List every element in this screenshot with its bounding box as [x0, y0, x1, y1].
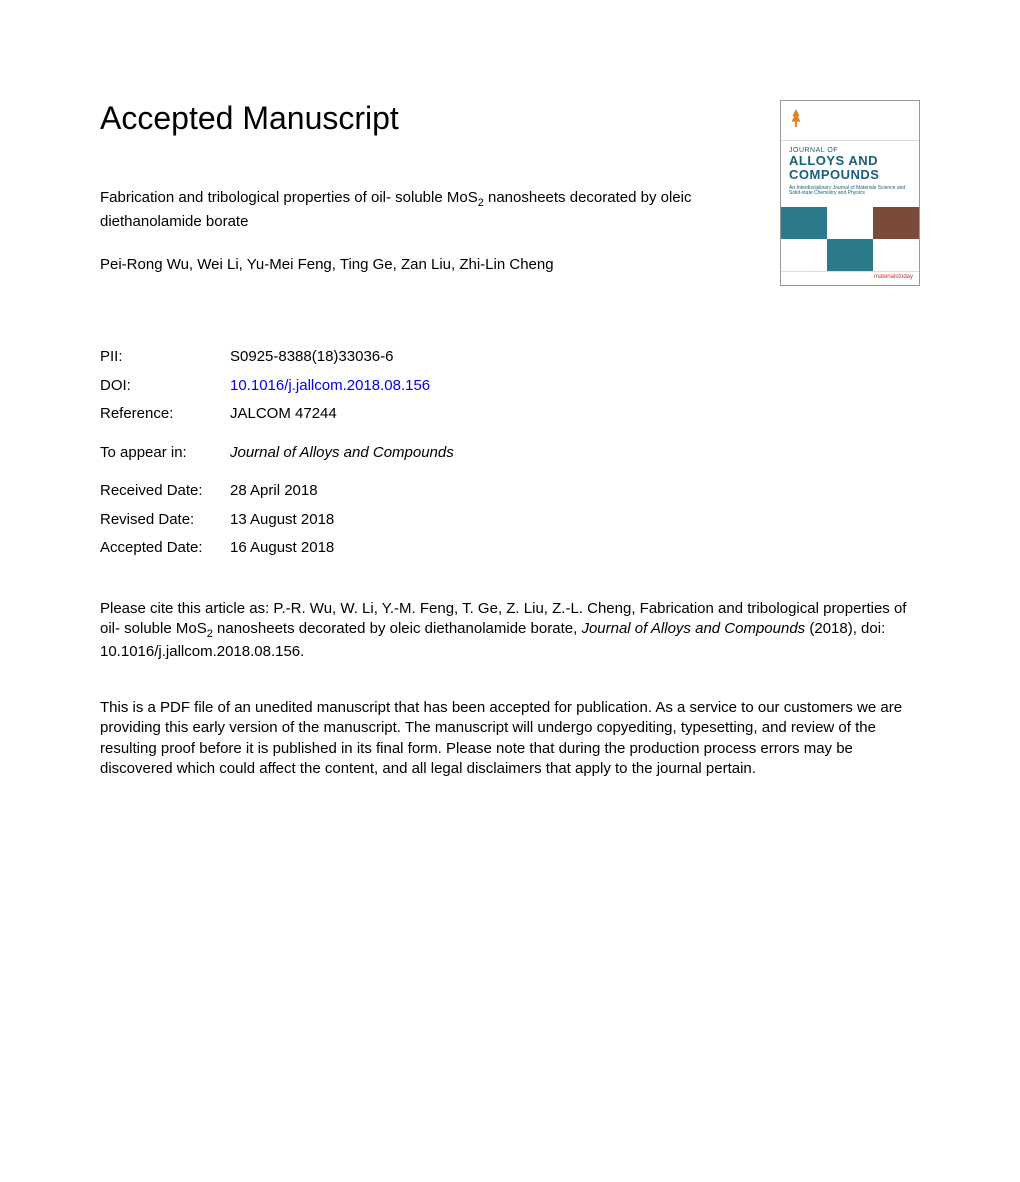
title-pre: Fabrication and tribological properties … [100, 189, 478, 206]
meta-doi-row: DOI: 10.1016/j.jallcom.2018.08.156 [100, 372, 920, 401]
pii-label: PII: [100, 343, 230, 372]
cover-subtitle: An Interdisciplinary Journal of Material… [789, 186, 911, 197]
received-label: Received Date: [100, 477, 230, 506]
meta-accepted-row: Accepted Date: 16 August 2018 [100, 534, 920, 563]
meta-reference-row: Reference: JALCOM 47244 [100, 400, 920, 429]
reference-label: Reference: [100, 400, 230, 429]
doi-label: DOI: [100, 372, 230, 401]
elsevier-tree-icon [787, 107, 805, 129]
revised-value: 13 August 2018 [230, 506, 334, 535]
revised-label: Revised Date: [100, 506, 230, 535]
citation-text: Please cite this article as: P.-R. Wu, W… [100, 599, 920, 662]
cover-name-2: COMPOUNDS [789, 168, 911, 182]
header-left: Accepted Manuscript Fabrication and trib… [100, 100, 780, 303]
reference-value: JALCOM 47244 [230, 400, 337, 429]
cover-footer: materialstoday [781, 271, 919, 285]
cover-title-block: JOURNAL OF ALLOYS AND COMPOUNDS An Inter… [781, 141, 919, 201]
disclaimer-text: This is a PDF file of an unedited manusc… [100, 698, 920, 779]
metadata-block: PII: S0925-8388(18)33036-6 DOI: 10.1016/… [100, 343, 920, 563]
meta-received-row: Received Date: 28 April 2018 [100, 477, 920, 506]
meta-revised-row: Revised Date: 13 August 2018 [100, 506, 920, 535]
appear-label: To appear in: [100, 439, 230, 468]
meta-appear-row: To appear in: Journal of Alloys and Comp… [100, 439, 920, 468]
pii-value: S0925-8388(18)33036-6 [230, 343, 393, 372]
citation-mid: nanosheets decorated by oleic diethanola… [213, 620, 582, 637]
cover-graphic [781, 207, 919, 271]
cover-name-1: ALLOYS AND [789, 154, 911, 168]
meta-pii-row: PII: S0925-8388(18)33036-6 [100, 343, 920, 372]
header-row: Accepted Manuscript Fabrication and trib… [100, 100, 920, 303]
journal-cover-image: JOURNAL OF ALLOYS AND COMPOUNDS An Inter… [780, 100, 920, 286]
accepted-value: 16 August 2018 [230, 534, 334, 563]
received-value: 28 April 2018 [230, 477, 318, 506]
page-heading: Accepted Manuscript [100, 100, 750, 137]
article-title: Fabrication and tribological properties … [100, 187, 750, 232]
authors-line: Pei-Rong Wu, Wei Li, Yu-Mei Feng, Ting G… [100, 256, 750, 273]
citation-journal: Journal of Alloys and Compounds [581, 620, 805, 637]
cover-top-bar [781, 101, 919, 141]
doi-link[interactable]: 10.1016/j.jallcom.2018.08.156 [230, 372, 430, 401]
accepted-label: Accepted Date: [100, 534, 230, 563]
appear-value: Journal of Alloys and Compounds [230, 439, 454, 468]
